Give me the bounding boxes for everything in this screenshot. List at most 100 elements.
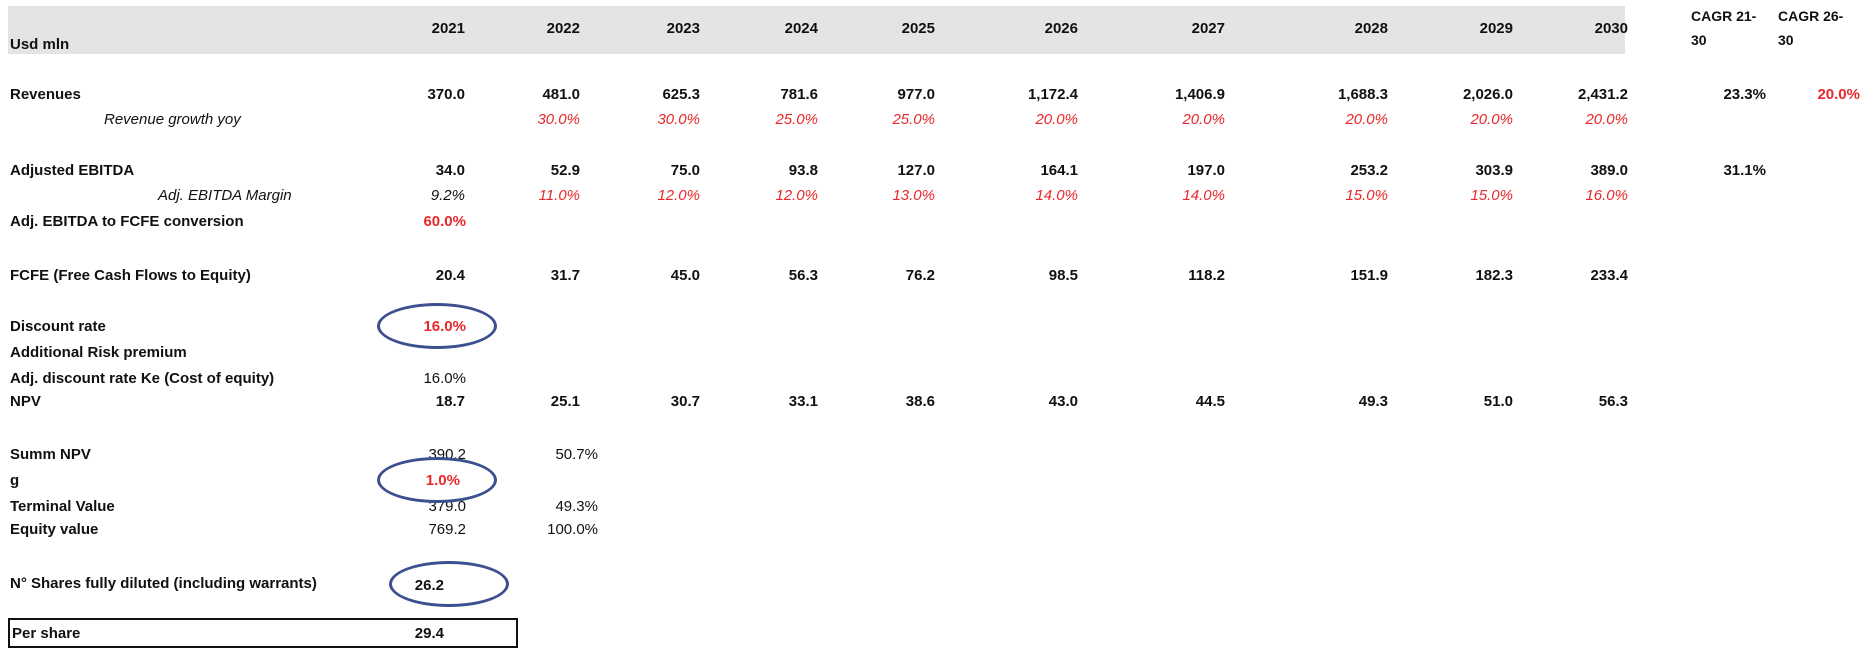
fcfe-value-2021: 20.4 (435, 267, 465, 284)
year-header-2028: 2028 (1354, 20, 1388, 37)
ebitda-margin-value-2023: 12.0% (657, 187, 700, 204)
fcfe-value-2028: 151.9 (1350, 267, 1388, 284)
ebitda-margin-value-2028: 15.0% (1345, 187, 1388, 204)
year-header-2022: 2022 (546, 20, 580, 37)
npv-value-2027: 44.5 (1195, 393, 1225, 410)
year-header-2024: 2024 (784, 20, 818, 37)
revenues-value-2024: 781.6 (780, 86, 818, 103)
npv-value-2030: 56.3 (1598, 393, 1628, 410)
revenue-growth-value-2028: 20.0% (1345, 111, 1388, 128)
revenues-value-2030: 2,431.2 (1577, 86, 1628, 103)
npv-value-2021: 18.7 (435, 393, 465, 410)
fcfe-value-2026: 98.5 (1048, 267, 1078, 284)
revenues-value-2029: 2,026.0 (1462, 86, 1513, 103)
fcfe-value-2025: 76.2 (905, 267, 935, 284)
year-header-2023: 2023 (666, 20, 700, 37)
adj-ebitda-label: Adjusted EBITDA (10, 162, 135, 179)
per-share-value: 29.4 (414, 625, 444, 642)
npv-label: NPV (10, 393, 41, 410)
npv-value-2028: 49.3 (1358, 393, 1388, 410)
npv-value-2026: 43.0 (1048, 393, 1078, 410)
revenue-growth-value-2025: 25.0% (892, 111, 935, 128)
adj-ebitda-value-2029: 303.9 (1475, 162, 1513, 179)
npv-value-2022: 25.1 (550, 393, 580, 410)
terminal-value-label: Terminal Value (10, 498, 115, 515)
npv-value-2023: 30.7 (670, 393, 700, 410)
equity-value-pct: 100.0% (547, 521, 598, 538)
year-header-2026: 2026 (1044, 20, 1078, 37)
adj-discount-value: 16.0% (423, 370, 466, 387)
ebitda-margin-value-2029: 15.0% (1470, 187, 1513, 204)
summ-npv-pct: 50.7% (555, 446, 598, 463)
revenue-growth-value-2023: 30.0% (657, 111, 700, 128)
npv-value-2024: 33.1 (788, 393, 818, 410)
ebitda-margin-value-2025: 13.0% (892, 187, 935, 204)
fcfe-value-2023: 45.0 (670, 267, 700, 284)
npv-value-2029: 51.0 (1483, 393, 1513, 410)
revenue-growth-value-2024: 25.0% (775, 111, 818, 128)
ebitda-cagr-21-30: 31.1% (1723, 162, 1766, 179)
shares-label: N° Shares fully diluted (including warra… (10, 575, 317, 592)
revenue-growth-value-2026: 20.0% (1035, 111, 1078, 128)
discount-rate-label: Discount rate (10, 318, 106, 335)
fcfe-value-2030: 233.4 (1590, 267, 1628, 284)
year-header-2025: 2025 (901, 20, 935, 37)
adj-ebitda-value-2026: 164.1 (1040, 162, 1078, 179)
per-share-label: Per share (12, 625, 81, 642)
adj-ebitda-value-2027: 197.0 (1187, 162, 1225, 179)
adj-ebitda-value-2024: 93.8 (788, 162, 818, 179)
ebitda-margin-value-2026: 14.0% (1035, 187, 1078, 204)
ebitda-margin-value-2030: 16.0% (1585, 187, 1628, 204)
cagr-26-30-header: CAGR 26- 30 (1778, 4, 1843, 52)
cagr-21-30-header: CAGR 21- 30 (1691, 4, 1756, 52)
equity-value-value: 769.2 (428, 521, 466, 538)
revenues-value-2028: 1,688.3 (1337, 86, 1388, 103)
ebitda-margin-value-2021: 9.2% (430, 187, 465, 204)
adj-discount-label: Adj. discount rate Ke (Cost of equity) (10, 370, 275, 387)
adj-ebitda-value-2022: 52.9 (550, 162, 580, 179)
npv-value-2025: 38.6 (905, 393, 935, 410)
revenue-growth-value-2030: 20.0% (1585, 111, 1628, 128)
g-highlight-ellipse (377, 457, 497, 503)
revenues-cagr-21-30: 23.3% (1723, 86, 1766, 103)
per-share-box (8, 618, 518, 648)
fcfe-value-2024: 56.3 (788, 267, 818, 284)
adj-ebitda-value-2025: 127.0 (897, 162, 935, 179)
fcfe-value-2022: 31.7 (550, 267, 580, 284)
revenues-value-2021: 370.0 (427, 86, 465, 103)
year-header-2021: 2021 (431, 20, 465, 37)
revenues-value-2023: 625.3 (662, 86, 700, 103)
cagr-26-30-line1: CAGR 26- (1778, 8, 1844, 24)
year-header-2030: 2030 (1594, 20, 1628, 37)
fcfe-conversion-label: Adj. EBITDA to FCFE conversion (10, 213, 244, 230)
revenues-value-2025: 977.0 (897, 86, 935, 103)
fcfe-label: FCFE (Free Cash Flows to Equity) (10, 267, 251, 284)
discount-rate-highlight-ellipse (377, 303, 497, 349)
equity-value-label: Equity value (10, 521, 99, 538)
cagr-21-30-line2: 30 (1691, 32, 1707, 48)
ebitda-margin-value-2027: 14.0% (1182, 187, 1225, 204)
ebitda-margin-value-2022: 11.0% (538, 187, 580, 204)
revenue-growth-value-2027: 20.0% (1182, 111, 1225, 128)
year-header-2027: 2027 (1191, 20, 1225, 37)
cagr-21-30-line1: CAGR 21- (1691, 8, 1757, 24)
shares-highlight-ellipse (389, 561, 509, 607)
g-label: g (10, 472, 20, 489)
revenues-value-2026: 1,172.4 (1027, 86, 1078, 103)
year-header-2029: 2029 (1479, 20, 1513, 37)
revenues-cagr-26-30: 20.0% (1817, 86, 1860, 103)
cagr-26-30-line2: 30 (1778, 32, 1794, 48)
terminal-value-pct: 49.3% (555, 498, 598, 515)
fcfe-conversion-value: 60.0% (423, 213, 466, 230)
ebitda-margin-value-2024: 12.0% (775, 187, 818, 204)
revenues-value-2027: 1,406.9 (1174, 86, 1225, 103)
risk-premium-label: Additional Risk premium (10, 344, 187, 361)
unit-label: Usd mln (10, 36, 70, 53)
revenue-growth-value-2029: 20.0% (1470, 111, 1513, 128)
adj-ebitda-value-2023: 75.0 (670, 162, 700, 179)
revenue-growth-label: Revenue growth yoy (104, 111, 241, 128)
revenue-growth-value-2022: 30.0% (537, 111, 580, 128)
revenues-value-2022: 481.0 (542, 86, 580, 103)
revenues-label: Revenues (10, 86, 81, 103)
adj-ebitda-value-2030: 389.0 (1590, 162, 1628, 179)
